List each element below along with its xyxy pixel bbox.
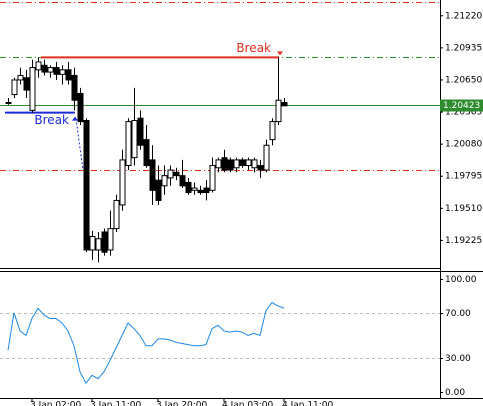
x-tick-label: 4 Jan 03:00 <box>222 401 274 406</box>
y-tick-label: 1.20650 <box>445 75 482 85</box>
current-price-label: 1.20423 <box>443 101 480 111</box>
break-label: Break <box>236 41 271 55</box>
candle-body <box>35 61 42 71</box>
candle-body <box>143 139 150 167</box>
current-price-box <box>440 99 483 112</box>
candle-body <box>215 159 222 169</box>
break-connector <box>75 118 84 171</box>
candle-body <box>119 159 126 206</box>
candle-body <box>239 159 246 167</box>
candle-body <box>161 175 168 187</box>
candle-body <box>17 74 24 81</box>
candle-body <box>245 159 252 167</box>
candle-body <box>149 159 156 191</box>
break-arrow <box>277 51 283 56</box>
y-tick-label: 1.20935 <box>445 43 482 53</box>
candle-body <box>221 157 228 171</box>
candle-body <box>131 119 138 159</box>
candle-body <box>155 179 162 201</box>
x-tick-label: 4 Jan 11:00 <box>282 401 334 406</box>
y-tick-label: 70.00 <box>445 309 471 319</box>
candle-body <box>251 159 258 169</box>
candle-body <box>281 101 288 107</box>
candle-body <box>173 171 180 177</box>
x-tick-label: 3 Jan 20:00 <box>156 401 208 406</box>
candle-body <box>23 77 30 91</box>
candle-body <box>269 121 276 141</box>
candle-body <box>197 189 204 194</box>
candle-body <box>275 99 282 123</box>
candle-body <box>53 67 60 75</box>
y-tick-label: 1.20080 <box>445 140 482 150</box>
candle-body <box>191 187 198 191</box>
candle-body <box>59 69 66 75</box>
y-tick-label: 1.19510 <box>445 204 482 214</box>
candle-body <box>71 74 78 101</box>
candle-body <box>227 159 234 171</box>
candle-body <box>203 187 210 194</box>
candle-body <box>185 181 192 194</box>
x-tick-label: 3 Jan 11:00 <box>90 401 142 406</box>
candle-body <box>101 231 108 253</box>
candle-body <box>233 159 240 169</box>
candle-body <box>263 144 270 171</box>
indicator-line <box>7 301 285 385</box>
candle-body <box>113 199 120 230</box>
y-tick-label: 1.19225 <box>445 236 482 246</box>
candle-body <box>257 165 264 171</box>
candle-body <box>5 101 12 104</box>
candle-body <box>65 69 72 81</box>
candle-body <box>47 67 54 73</box>
candle-body <box>137 117 144 146</box>
candle-body <box>83 119 90 251</box>
y-tick-label: 1.19795 <box>445 172 482 182</box>
break-label: Break <box>34 113 69 127</box>
candle-body <box>179 175 186 187</box>
candle-body <box>11 79 18 96</box>
candle-body <box>29 67 36 111</box>
candle-body <box>209 165 216 191</box>
y-tick-label: 0.00 <box>445 388 465 398</box>
candle-body <box>41 64 48 73</box>
candle-body <box>125 121 132 167</box>
candle-body <box>89 235 96 251</box>
candle-body <box>167 169 174 179</box>
candle-body <box>107 228 114 251</box>
y-tick-label: 100.00 <box>445 275 477 285</box>
x-tick-label: 3 Jan 02:00 <box>30 401 82 406</box>
y-tick-label: 1.21220 <box>445 11 482 21</box>
candle-body <box>95 238 102 251</box>
candle-body <box>77 92 84 123</box>
y-tick-label: 1.20365 <box>445 108 482 118</box>
y-tick-label: 30.00 <box>445 354 471 364</box>
